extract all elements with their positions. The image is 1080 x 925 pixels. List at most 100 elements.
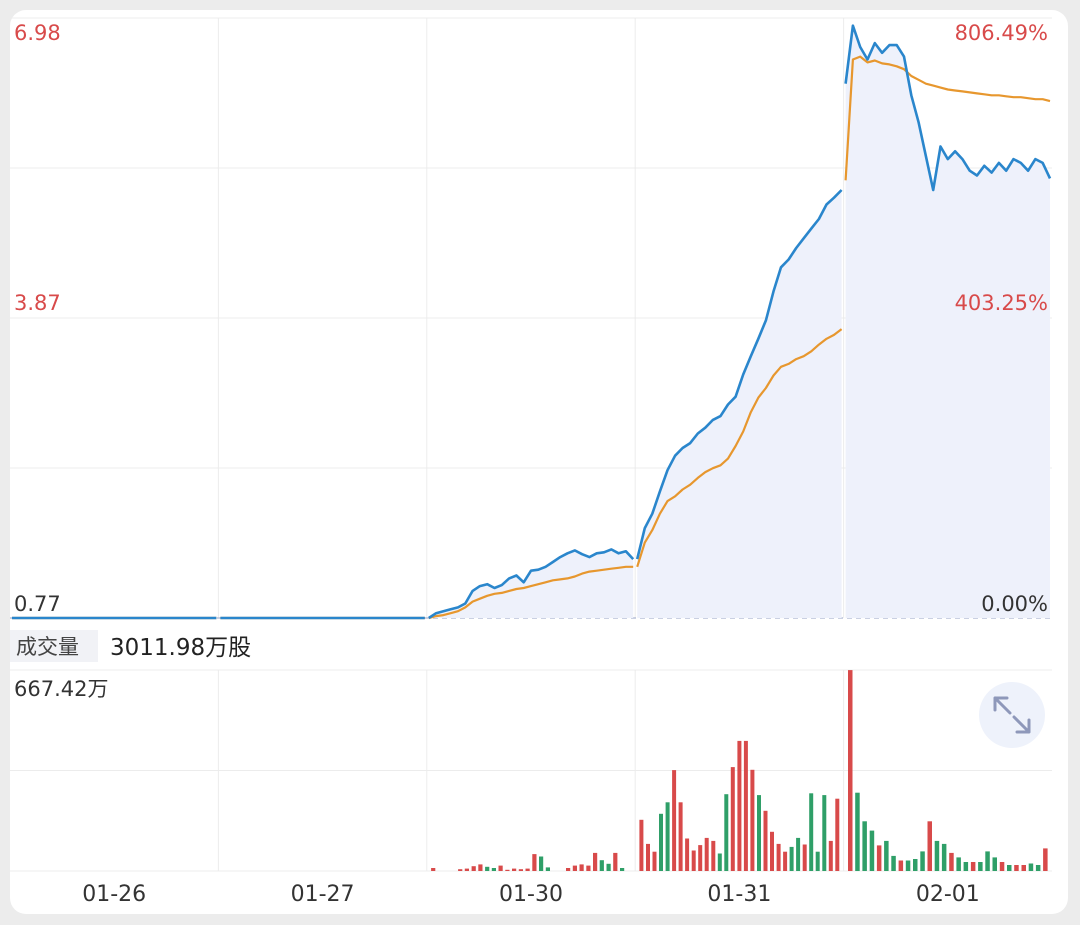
- price-axis-mid-right: 403.25%: [955, 291, 1048, 315]
- volume-bar-01-31-12: [717, 853, 722, 871]
- price-line: [12, 24, 1052, 620]
- x-axis: 01-26 01-27 01-30 01-31 02-01: [82, 882, 980, 907]
- volume-max-label: 667.42万: [14, 677, 108, 701]
- volume-bar-01-30-28: [620, 868, 625, 871]
- volume-bar-02-01-4: [876, 845, 882, 871]
- volume-bar-01-31-13: [724, 794, 729, 871]
- volume-bar-01-31-29: [828, 840, 833, 871]
- volume-bar-01-30-8: [485, 866, 490, 871]
- volume-bar-01-31-30: [835, 798, 840, 871]
- volume-bar-01-30-27: [613, 852, 618, 871]
- volume-bar-02-01-22: [1007, 865, 1012, 871]
- volume-bar-01-31-5: [672, 770, 677, 871]
- volume-bar-02-01-18: [978, 862, 983, 871]
- volume-bar-02-01-9: [913, 859, 918, 871]
- volume-bar-01-31-24: [796, 837, 801, 871]
- volume-bar-01-31-2: [652, 851, 657, 871]
- volume-bar-02-01-21: [999, 862, 1005, 871]
- volume-bar-01-30-24: [593, 852, 598, 871]
- volume-bar-01-31-28: [822, 795, 827, 871]
- volume-bar-01-31-3: [659, 813, 663, 871]
- volume-bar-02-01-3: [869, 830, 875, 871]
- volume-bar-01-31-20: [770, 831, 774, 871]
- volume-bar-01-30-17: [545, 867, 550, 871]
- x-tick-01-26: 01-26: [82, 882, 146, 907]
- volume-bar-02-01-15: [956, 857, 961, 871]
- price-area: [428, 25, 1050, 618]
- volume-bar-02-01-0: [848, 670, 853, 871]
- volume-bar-01-31-16: [743, 740, 748, 871]
- volume-bar-01-31-25: [802, 844, 807, 871]
- volume-bar-02-01-7: [898, 860, 904, 871]
- volume-bar-01-30-25: [599, 860, 604, 871]
- price-axis-bottom-left: 0.77: [14, 592, 61, 616]
- volume-bar-02-01-24: [1021, 865, 1026, 871]
- volume-bar-02-01-5: [884, 840, 889, 871]
- price-area-01-31: [637, 190, 842, 618]
- volume-bar-01-31-22: [783, 851, 788, 871]
- volume-bar-01-31-10: [704, 837, 709, 871]
- x-tick-02-01: 02-01: [916, 882, 980, 907]
- volume-bar-01-30-16: [539, 856, 544, 871]
- volume-bar-02-01-20: [992, 857, 997, 871]
- volume-bar-01-31-27: [815, 851, 820, 871]
- price-line-01-31: [635, 189, 843, 560]
- x-tick-01-27: 01-27: [291, 882, 355, 907]
- volume-bars: [431, 670, 1048, 871]
- volume-bar-02-01-19: [985, 851, 990, 871]
- volume-bar-02-01-2: [862, 821, 867, 871]
- volume-bar-02-01-26: [1035, 865, 1041, 871]
- volume-bar-01-30-13: [518, 869, 523, 871]
- volume-label: 成交量: [16, 635, 79, 659]
- price-axis-top-left: 6.98: [14, 21, 61, 45]
- volume-bar-01-31-18: [757, 795, 761, 871]
- price-axis-bottom-right: 0.00%: [981, 592, 1048, 616]
- volume-bar-02-01-1: [855, 792, 860, 871]
- price-area-02-01: [845, 25, 1050, 618]
- volume-bar-01-31-6: [678, 802, 683, 871]
- volume-bar-01-31-11: [711, 840, 716, 871]
- volume-bar-02-01-25: [1028, 863, 1034, 871]
- volume-bar-01-31-7: [685, 838, 690, 871]
- volume-bar-01-30-23: [586, 865, 591, 871]
- volume-bar-02-01-8: [905, 860, 911, 871]
- x-tick-01-31: 01-31: [707, 882, 771, 907]
- volume-total: 3011.98万股: [110, 635, 251, 661]
- volume-bar-02-01-6: [891, 855, 896, 871]
- volume-bar-02-01-11: [927, 821, 932, 871]
- price-line-02-01: [844, 24, 1052, 192]
- volume-bar-01-30-12: [512, 868, 517, 871]
- avg-line-02-01: [844, 55, 1051, 181]
- volume-bar-01-30-9: [491, 868, 496, 871]
- volume-bar-01-31-14: [730, 767, 735, 871]
- volume-bar-02-01-14: [949, 852, 954, 871]
- price-axis-top-right: 806.49%: [955, 21, 1048, 45]
- volume-bar-02-01-13: [941, 843, 947, 871]
- volume-bar-01-31-4: [665, 802, 670, 871]
- volume-bar-01-31-23: [789, 846, 794, 871]
- volume-bar-01-30-7: [478, 864, 483, 871]
- avg-line-01-31: [636, 328, 843, 568]
- price-axis-mid-left: 3.87: [14, 291, 61, 315]
- volume-bar-01-31-8: [691, 850, 696, 871]
- price-line-01-30: [428, 548, 635, 620]
- volume-bar-01-30-0: [431, 868, 436, 871]
- volume-bar-01-31-26: [809, 793, 814, 871]
- volume-bar-01-30-4: [458, 869, 463, 871]
- volume-bar-01-31-21: [776, 843, 781, 871]
- volume-bar-02-01-17: [970, 862, 976, 871]
- expand-arrows-icon[interactable]: [979, 682, 1045, 748]
- volume-bar-01-30-20: [566, 868, 571, 871]
- avg-line-01-30: [428, 565, 634, 620]
- volume-bar-01-30-22: [579, 864, 584, 871]
- volume-bar-01-30-26: [606, 863, 611, 871]
- volume-grid: [10, 669, 1052, 872]
- volume-bar-02-01-23: [1014, 865, 1019, 871]
- volume-bar-01-30-14: [525, 868, 530, 871]
- volume-bar-01-30-5: [464, 868, 469, 871]
- volume-bar-01-30-11: [505, 869, 510, 871]
- volume-bar-01-31-15: [737, 740, 742, 871]
- volume-bar-01-30-6: [471, 866, 476, 871]
- x-tick-01-30: 01-30: [499, 882, 563, 907]
- volume-bar-01-30-21: [572, 865, 577, 871]
